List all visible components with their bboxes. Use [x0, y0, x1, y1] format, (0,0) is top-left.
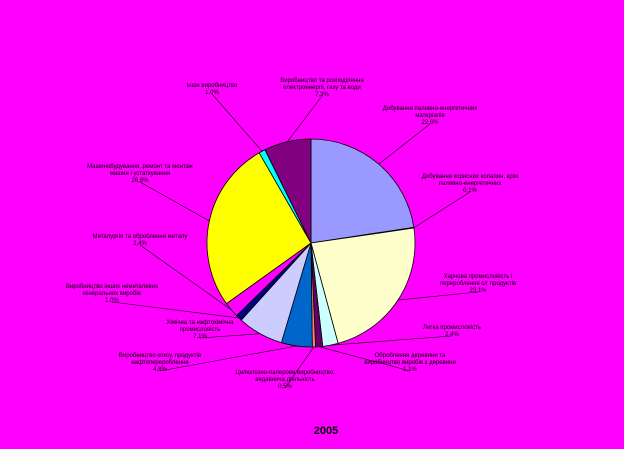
leader-line [319, 346, 411, 372]
slice-label: Інше виробництво 1,0% [187, 83, 238, 96]
slice-label: Виробництво інших неметалевих мінеральних… [66, 284, 158, 304]
slice-label: Добування корисних копалин, крім паливно-… [422, 174, 518, 194]
leader-line [287, 95, 323, 142]
slice-label: Металургія та оброблення металу 2,4% [93, 234, 188, 247]
slice-labels: Добування паливно-енергетичних матеріалів… [66, 78, 518, 390]
slice-label: Виробництво та розподілення електроенергі… [280, 78, 363, 98]
slice-label: Виробництво коксу, продуктів нафтоперероб… [119, 353, 201, 373]
leader-line [330, 335, 453, 346]
leader-line [159, 345, 297, 372]
slice-label: Легка промисловість 2,4% [423, 325, 481, 338]
leader-line [378, 123, 431, 165]
leader-line [111, 301, 239, 319]
leader-line [199, 333, 261, 339]
leader-lines [111, 93, 479, 389]
leader-line [139, 181, 210, 222]
leader-line [284, 346, 315, 389]
pie-slices [206, 138, 416, 348]
leader-line [211, 93, 263, 152]
slice-label: Хімічна та нафтохімічна промисловість 7,1% [167, 320, 235, 340]
slice-label: Целюлозно-паперове виробництво; видавнича… [235, 370, 335, 390]
pie-slice [206, 152, 312, 305]
leader-line [397, 291, 479, 301]
slice-label: Машинобудування, ремонт та монтаж машин і… [87, 164, 193, 184]
year-label: 2005 [314, 425, 338, 437]
slice-label: Харчова промисловість і перероблення с/г … [440, 274, 516, 294]
slice-label: Добування паливно-енергетичних матеріалів… [383, 106, 477, 126]
leader-line [413, 191, 471, 228]
slice-label: Оброблення деревини та виробництво виробі… [364, 353, 456, 373]
leader-line [139, 244, 232, 311]
pie-slice [310, 138, 415, 244]
